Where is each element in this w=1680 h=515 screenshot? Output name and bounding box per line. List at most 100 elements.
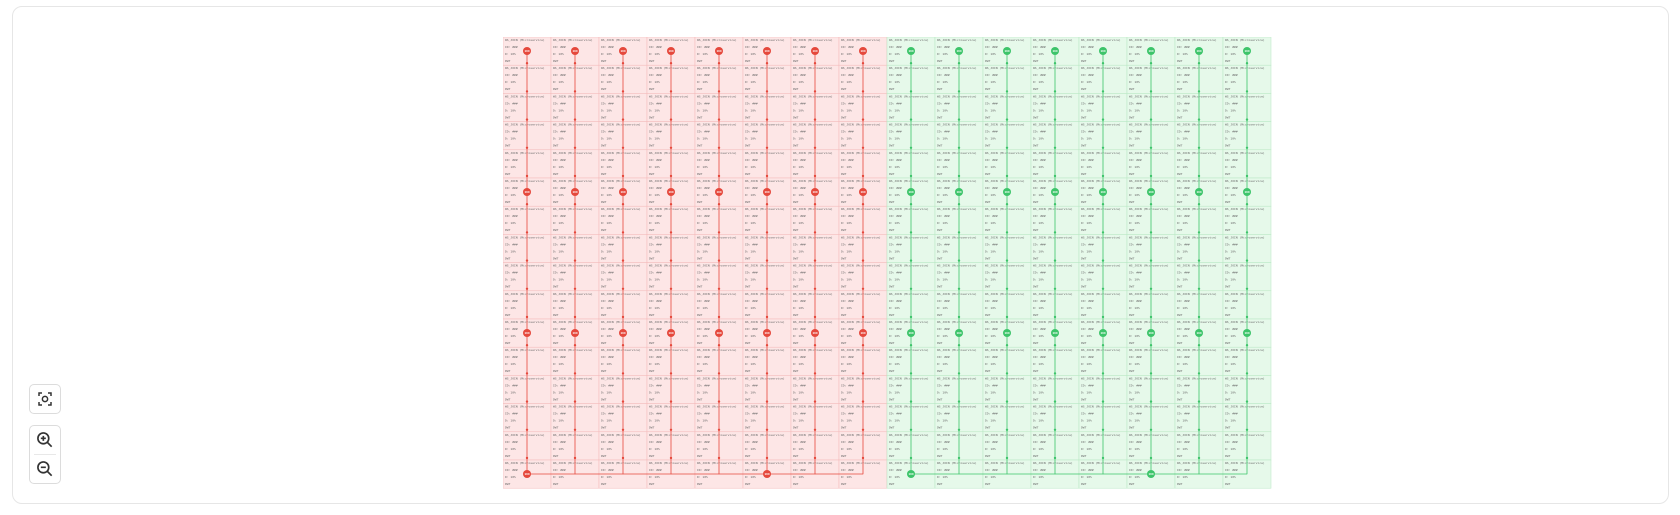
zoom-out-button[interactable] (30, 455, 60, 483)
node-label: DWT (1081, 200, 1087, 204)
connector-dot (1149, 315, 1153, 319)
count-badge (619, 47, 627, 55)
node-label: WS_JOIN (Microservice) (601, 292, 641, 296)
node-label: ID: ### (1129, 468, 1142, 472)
node-label: ID: ### (505, 299, 518, 303)
node-label: WS_JOIN (Microservice) (1225, 38, 1265, 42)
connector-dot (813, 231, 817, 234)
node-label: WS_JOIN (Microservice) (1129, 123, 1169, 127)
count-badge (763, 329, 771, 337)
connector-dot (525, 62, 529, 65)
count-badge-label: 100 (524, 331, 529, 335)
connector-dot (1149, 344, 1153, 347)
node-label: DWT (793, 172, 799, 176)
node-label: WS_JOIN (Microservice) (937, 433, 977, 437)
node-label: DWT (793, 397, 799, 401)
connector-dot (1197, 62, 1201, 65)
node-label: WS_JOIN (Microservice) (1177, 348, 1217, 352)
node-label: ID: ### (505, 214, 518, 218)
node-label: WS_JOIN (Microservice) (937, 151, 977, 155)
node-label: DWT (793, 228, 799, 232)
node-label: D: 10% (1129, 221, 1140, 225)
connector-dot (717, 315, 721, 319)
node-label: ID: ### (793, 412, 806, 416)
connector-dot (909, 203, 913, 206)
fit-view-button[interactable] (30, 385, 60, 413)
count-badge-label: 100 (908, 472, 913, 476)
node-label: ID: ### (649, 101, 662, 105)
connector-dot (669, 118, 673, 121)
count-badge (1147, 329, 1155, 337)
connector-dot (861, 315, 865, 319)
node-label: DWT (649, 200, 655, 204)
node-label: ID: ### (1033, 158, 1046, 162)
node-label: WS_JOIN (Microservice) (1129, 94, 1169, 98)
node-label: DWT (649, 369, 655, 373)
node-label: WS_JOIN (Microservice) (1129, 264, 1169, 268)
node-label: WS_JOIN (Microservice) (1225, 433, 1265, 437)
node-label: D: 10% (1129, 249, 1140, 253)
node-label: ID: ### (937, 468, 950, 472)
node-label: WS_JOIN (Microservice) (937, 405, 977, 409)
node-label: D: 10% (937, 165, 948, 169)
node-label: ID: ### (601, 440, 614, 444)
node-label: WS_JOIN (Microservice) (553, 292, 593, 296)
node-label: WS_JOIN (Microservice) (697, 207, 737, 211)
node-label: ID: ### (793, 440, 806, 444)
connector-dot (957, 456, 961, 460)
node-label: WS_JOIN (Microservice) (1225, 151, 1265, 155)
node-label: DWT (553, 115, 559, 119)
count-badge-label: 100 (1100, 190, 1105, 194)
node-label: ID: ### (505, 412, 518, 416)
node-label: ID: ### (1033, 45, 1046, 49)
connector-dot (717, 90, 721, 93)
node-label: D: 10% (1225, 52, 1236, 56)
node-label: D: 10% (1081, 249, 1092, 253)
node-label: D: 10% (553, 334, 564, 338)
node-label: D: 10% (1177, 137, 1188, 141)
node-label: DWT (745, 59, 751, 63)
node-label: ID: ### (937, 440, 950, 444)
node-label: DWT (553, 256, 559, 260)
fit-view-control[interactable] (29, 384, 61, 414)
node-label: DWT (889, 482, 895, 486)
node-label: DWT (1225, 172, 1231, 176)
node-label: WS_JOIN (Microservice) (553, 264, 593, 268)
node-label: ID: ### (841, 130, 854, 134)
connector-dot (1101, 203, 1105, 206)
node-label: DWT (937, 341, 943, 345)
node-label: WS_JOIN (Microservice) (985, 235, 1025, 239)
node-label: WS_JOIN (Microservice) (1177, 292, 1217, 296)
node-label: DWT (601, 256, 607, 260)
node-label: ID: ### (793, 383, 806, 387)
node-label: DWT (889, 341, 895, 345)
node-label: D: 10% (1129, 362, 1140, 366)
node-label: D: 10% (553, 306, 564, 310)
node-label: WS_JOIN (Microservice) (937, 376, 977, 380)
node-label: DWT (553, 369, 559, 373)
connector-dot (765, 231, 769, 234)
node-label: WS_JOIN (Microservice) (1033, 320, 1073, 324)
connector-dot (1101, 344, 1105, 347)
node-label: ID: ### (697, 412, 710, 416)
connector-dot (1245, 62, 1249, 65)
connector-dot (765, 146, 769, 149)
node-label: ID: ### (745, 73, 758, 77)
connector-dot (861, 344, 865, 347)
node-label: ID: ### (1225, 299, 1238, 303)
node-label: D: 10% (601, 52, 612, 56)
node-label: ID: ### (649, 440, 662, 444)
zoom-in-button[interactable] (30, 426, 60, 454)
node-label: ID: ### (1225, 130, 1238, 134)
node-label: D: 10% (745, 362, 756, 366)
diagram-canvas[interactable]: WS_JOIN (Microservice) ID: ### D: 10% DWT WS… (12, 6, 1669, 504)
node-label: WS_JOIN (Microservice) (1081, 405, 1121, 409)
node-label: WS_JOIN (Microservice) (793, 123, 833, 127)
node-label: WS_JOIN (Microservice) (1225, 207, 1265, 211)
node-label: ID: ### (1225, 186, 1238, 190)
node-label: DWT (937, 228, 943, 232)
node-label: WS_JOIN (Microservice) (1177, 38, 1217, 42)
connector-dot (861, 372, 865, 375)
node-label: DWT (889, 172, 895, 176)
node-label: DWT (505, 369, 511, 373)
